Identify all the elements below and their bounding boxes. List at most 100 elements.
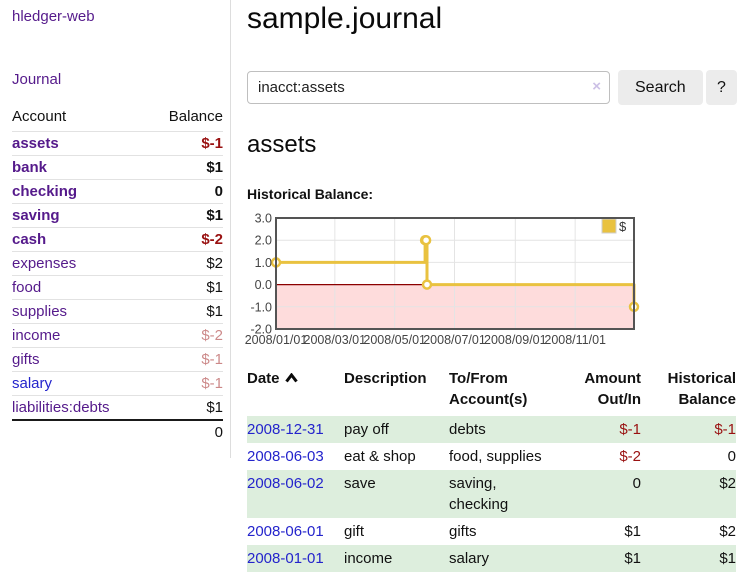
data-point <box>421 279 433 290</box>
app-title-link[interactable]: hledger-web <box>12 8 95 25</box>
register-row: 2008-01-01 income salary $1 $1 <box>247 545 736 572</box>
transaction-accounts: debts <box>449 421 486 438</box>
transaction-amount: $-2 <box>619 448 641 465</box>
account-balance: $2 <box>206 255 223 272</box>
account-link[interactable]: expenses <box>12 255 77 272</box>
y-tick-label: 2.0 <box>255 234 272 248</box>
account-row: saving $1 <box>12 203 223 228</box>
register-header-balance: Historical Balance <box>667 370 736 408</box>
account-balance: $1 <box>206 207 223 224</box>
search-input[interactable] <box>247 71 610 104</box>
transaction-balance: $-1 <box>714 421 736 438</box>
account-link[interactable]: income <box>12 327 61 344</box>
transaction-description: eat & shop <box>344 448 416 465</box>
legend-swatch <box>601 218 617 234</box>
account-balance: $-2 <box>201 327 223 344</box>
x-tick-label: 2008/07/01 <box>423 333 486 347</box>
accounts-total-value: 0 <box>214 424 223 441</box>
transaction-balance: $1 <box>719 550 736 567</box>
accounts-table: Account Balance assets $-1 bank $1 checking 0… <box>12 104 223 444</box>
account-row: expenses $2 <box>12 251 223 276</box>
register-table: Date Description To/From Account(s) Amou… <box>247 366 736 572</box>
x-tick-label: 2008/11/01 <box>544 333 606 347</box>
transaction-balance: 0 <box>727 448 736 465</box>
search-form: × Search ? <box>247 70 737 105</box>
transaction-balance: $2 <box>719 523 736 540</box>
account-row: supplies $1 <box>12 299 223 324</box>
register-header-date-label: Date <box>247 370 280 387</box>
x-tick-label: 2008/05/01 <box>363 333 426 347</box>
y-tick-label: 0.0 <box>255 278 272 292</box>
account-row: liabilities:debts $1 <box>12 395 223 421</box>
search-button[interactable]: Search <box>618 70 703 105</box>
transaction-date-link[interactable]: 2008-06-01 <box>247 523 324 540</box>
transaction-date-link[interactable]: 2008-01-01 <box>247 550 324 567</box>
sidebar-nav: Journal <box>12 71 223 88</box>
transaction-amount: $-1 <box>619 421 641 438</box>
transaction-accounts: salary <box>449 550 490 567</box>
account-balance: $1 <box>206 399 223 416</box>
register-row: 2008-06-03 eat & shop food, supplies $-2 0 <box>247 443 736 470</box>
register-header-description: Description <box>344 370 427 387</box>
account-row: income $-2 <box>12 323 223 348</box>
transaction-accounts: gifts <box>449 523 477 540</box>
account-link[interactable]: salary <box>12 375 53 392</box>
account-link[interactable]: saving <box>12 207 60 224</box>
account-balance: $1 <box>206 159 223 176</box>
account-link[interactable]: cash <box>12 231 47 248</box>
account-row: cash $-2 <box>12 227 223 252</box>
register-row: 2008-12-31 pay off debts $-1 $-1 <box>247 416 736 443</box>
register-header-amount: Amount Out/In <box>584 370 641 408</box>
account-link[interactable]: assets <box>12 135 59 152</box>
transaction-accounts: saving, checking <box>449 475 509 513</box>
account-row: salary $-1 <box>12 371 223 396</box>
y-tick-label: 3.0 <box>255 212 272 226</box>
transaction-description: income <box>344 550 393 567</box>
transaction-amount: $1 <box>624 550 641 567</box>
app-title: hledger-web <box>12 8 223 25</box>
transaction-date-link[interactable]: 2008-06-03 <box>247 448 324 465</box>
account-link[interactable]: food <box>12 279 42 296</box>
account-balance: 0 <box>214 183 223 200</box>
register-header-date[interactable]: Date <box>247 366 344 416</box>
account-heading: assets <box>247 131 317 158</box>
account-link[interactable]: gifts <box>12 351 40 368</box>
transaction-description: save <box>344 475 376 492</box>
account-link[interactable]: bank <box>12 159 48 176</box>
register-row: 2008-06-01 gift gifts $1 $2 <box>247 518 736 545</box>
transaction-accounts: food, supplies <box>449 448 542 465</box>
account-row: food $1 <box>12 275 223 300</box>
x-tick-label: 2008/03/01 <box>304 333 367 347</box>
x-tick-label: 2008/01/01 <box>245 333 308 347</box>
transaction-amount: $1 <box>624 523 641 540</box>
chart-canvas: $3.0 2.0 1.0 0.0 -1.0 -2.02008/01/012008/03/0… <box>245 212 640 347</box>
clear-search-icon[interactable]: × <box>592 78 601 95</box>
account-balance: $-1 <box>201 375 223 392</box>
main-content: sample.journal × Search ? assets Histori… <box>231 0 742 572</box>
account-balance: $-1 <box>201 351 223 368</box>
accounts-header-balance: Balance <box>168 108 223 125</box>
transaction-description: pay off <box>344 421 389 438</box>
accounts-header-account: Account <box>12 108 67 125</box>
account-row: assets $-1 <box>12 131 223 156</box>
register-row: 2008-06-02 save saving, checking 0 $2 <box>247 470 736 518</box>
transaction-amount: 0 <box>632 475 641 492</box>
sidebar-item-journal[interactable]: Journal <box>12 71 62 88</box>
transaction-date-link[interactable]: 2008-12-31 <box>247 421 324 438</box>
account-balance: $1 <box>206 279 223 296</box>
account-link[interactable]: supplies <box>12 303 68 320</box>
legend-label: $ <box>619 219 627 234</box>
help-button[interactable]: ? <box>706 70 737 105</box>
account-link[interactable]: checking <box>12 183 78 200</box>
search-box: × <box>247 71 610 104</box>
account-row: checking 0 <box>12 179 223 204</box>
chart-title: Historical Balance: <box>247 186 374 202</box>
accounts-total-spacer <box>12 420 148 444</box>
account-balance: $1 <box>206 303 223 320</box>
transaction-date-link[interactable]: 2008-06-02 <box>247 475 324 492</box>
y-tick-label: 1.0 <box>255 256 272 270</box>
accounts-header-row: Account Balance <box>12 104 223 132</box>
transaction-description: gift <box>344 523 365 540</box>
account-link[interactable]: liabilities:debts <box>12 399 110 416</box>
